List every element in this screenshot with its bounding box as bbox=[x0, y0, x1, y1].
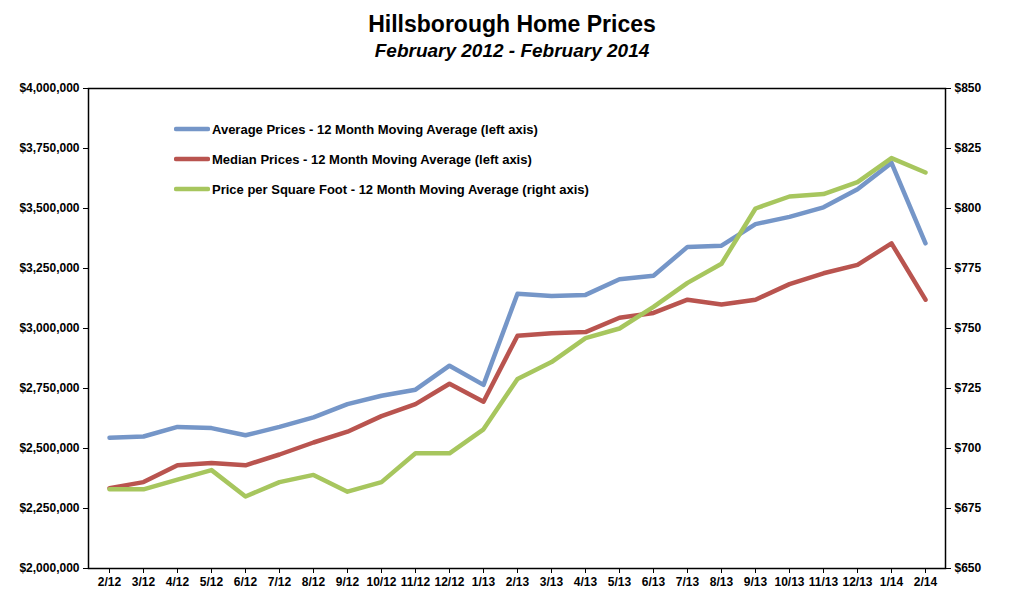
html-text:February 2012 - February 2014: February 2012 - February 2014 bbox=[374, 40, 650, 61]
svg-text:7/13: 7/13 bbox=[676, 575, 700, 589]
svg-text:9/12: 9/12 bbox=[336, 575, 360, 589]
svg-text:$3,000,000: $3,000,000 bbox=[19, 321, 79, 335]
svg-text:$4,000,000: $4,000,000 bbox=[19, 81, 79, 95]
svg-text:9/13: 9/13 bbox=[744, 575, 768, 589]
svg-text:2/12: 2/12 bbox=[98, 575, 122, 589]
svg-text:4/12: 4/12 bbox=[166, 575, 190, 589]
svg-text:11/12: 11/12 bbox=[401, 575, 431, 589]
svg-text:$750: $750 bbox=[955, 321, 982, 335]
svg-text:5/12: 5/12 bbox=[200, 575, 224, 589]
svg-text:$3,250,000: $3,250,000 bbox=[19, 261, 79, 275]
svg-text:$800: $800 bbox=[955, 201, 982, 215]
svg-text:6/13: 6/13 bbox=[642, 575, 666, 589]
svg-text:2/14: 2/14 bbox=[914, 575, 938, 589]
html-text:Average Prices - 12 Month Movi: Average Prices - 12 Month Moving Average… bbox=[212, 121, 538, 137]
svg-text:10/12: 10/12 bbox=[366, 575, 396, 589]
svg-text:1/14: 1/14 bbox=[880, 575, 904, 589]
svg-text:10/13: 10/13 bbox=[774, 575, 804, 589]
svg-text:8/12: 8/12 bbox=[302, 575, 326, 589]
svg-text:$3,500,000: $3,500,000 bbox=[19, 201, 79, 215]
svg-text:$850: $850 bbox=[955, 81, 982, 95]
svg-text:12/12: 12/12 bbox=[434, 575, 464, 589]
html-text:Price per Square Foot - 12 Mon: Price per Square Foot - 12 Month Moving … bbox=[212, 181, 589, 197]
svg-text:1/13: 1/13 bbox=[472, 575, 496, 589]
svg-text:$725: $725 bbox=[955, 381, 982, 395]
svg-text:12/13: 12/13 bbox=[842, 575, 872, 589]
svg-text:2/13: 2/13 bbox=[506, 575, 530, 589]
svg-text:$675: $675 bbox=[955, 501, 982, 515]
html-text:Hillsborough Home Prices: Hillsborough Home Prices bbox=[368, 11, 656, 37]
svg-text:8/13: 8/13 bbox=[710, 575, 734, 589]
svg-text:$3,750,000: $3,750,000 bbox=[19, 141, 79, 155]
svg-text:5/13: 5/13 bbox=[608, 575, 632, 589]
html-text:Median Prices - 12 Month Movin: Median Prices - 12 Month Moving Average … bbox=[212, 151, 532, 167]
svg-text:$650: $650 bbox=[955, 561, 982, 575]
svg-text:4/13: 4/13 bbox=[574, 575, 598, 589]
svg-text:$700: $700 bbox=[955, 441, 982, 455]
svg-text:$2,750,000: $2,750,000 bbox=[19, 381, 79, 395]
svg-text:6/12: 6/12 bbox=[234, 575, 258, 589]
svg-text:$775: $775 bbox=[955, 261, 982, 275]
svg-text:7/12: 7/12 bbox=[268, 575, 292, 589]
svg-text:$825: $825 bbox=[955, 141, 982, 155]
svg-text:$2,250,000: $2,250,000 bbox=[19, 501, 79, 515]
svg-text:$2,500,000: $2,500,000 bbox=[19, 441, 79, 455]
svg-text:3/13: 3/13 bbox=[540, 575, 564, 589]
svg-text:$2,000,000: $2,000,000 bbox=[19, 561, 79, 575]
svg-text:11/13: 11/13 bbox=[809, 575, 839, 589]
svg-text:3/12: 3/12 bbox=[132, 575, 156, 589]
